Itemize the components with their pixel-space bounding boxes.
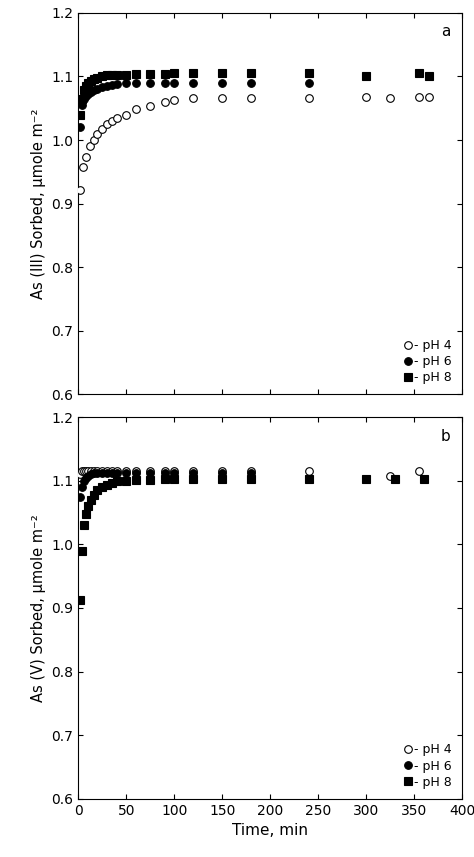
Legend: - pH 4, - pH 6, - pH 8: - pH 4, - pH 6, - pH 8: [401, 740, 456, 793]
X-axis label: Time, min: Time, min: [232, 823, 308, 838]
Legend: - pH 4, - pH 6, - pH 8: - pH 4, - pH 6, - pH 8: [401, 335, 456, 388]
Text: a: a: [441, 24, 451, 39]
Text: b: b: [441, 428, 451, 444]
Y-axis label: As (V) Sorbed, μmole m⁻²: As (V) Sorbed, μmole m⁻²: [31, 514, 46, 702]
Y-axis label: As (III) Sorbed, μmole m⁻²: As (III) Sorbed, μmole m⁻²: [31, 108, 46, 299]
